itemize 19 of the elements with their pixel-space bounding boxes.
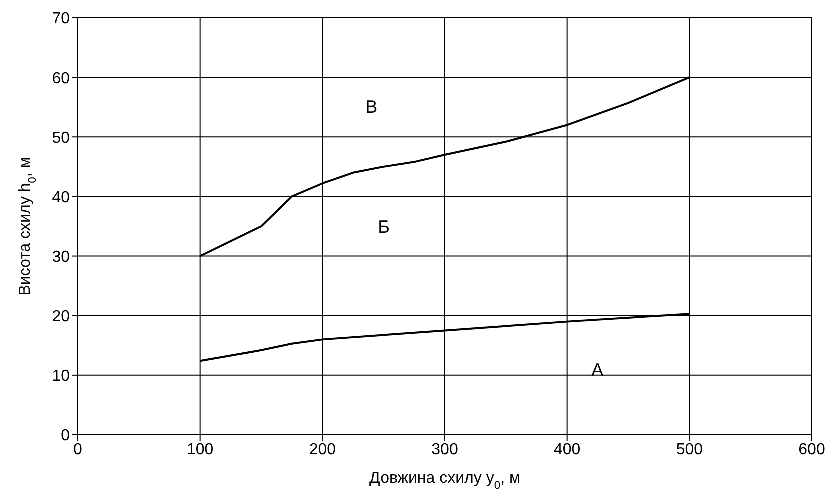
y-tick-label: 0 [61,428,70,445]
y-tick-label: 60 [52,70,70,88]
y-tick-label: 30 [52,248,70,266]
x-tick-label: 100 [186,441,214,458]
annotation: В [366,97,378,118]
y-tick-label: 70 [52,10,70,28]
y-tick-label: 10 [52,368,70,386]
x-tick-label: 600 [798,441,826,458]
x-tick-label: 300 [432,441,458,458]
x-axis-title: Довжина схилу y$_{0}$, м [370,470,520,492]
y-tick-label: 20 [52,308,70,326]
x-tick-label: 400 [554,441,581,458]
y-tick-label: 50 [52,130,70,147]
x-tick-label: 500 [676,441,704,458]
annotation: А [592,360,604,380]
y-tick-label: 40 [52,189,70,206]
annotation: Б [378,216,390,236]
x-tick-label: 0 [74,441,83,458]
x-tick-label: 200 [309,441,336,458]
